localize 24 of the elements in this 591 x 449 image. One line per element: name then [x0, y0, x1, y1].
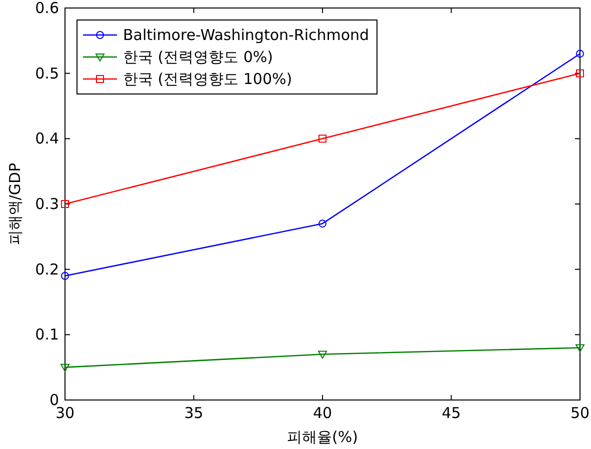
point [318, 350, 327, 359]
y-tick-label: 0.2 [35, 260, 59, 278]
y-tick-label: 0.4 [35, 130, 59, 148]
x-tick-label: 40 [312, 404, 332, 422]
legend-label: Baltimore-Washington-Richmond [123, 26, 370, 44]
x-axis-title: 피해율(%) [287, 428, 358, 446]
y-tick-label: 0.6 [35, 0, 59, 17]
legend-label: 한국 (전력영향도 0%) [123, 48, 274, 66]
point [576, 344, 584, 352]
y-axis-title: 피해액/GDP [6, 162, 24, 246]
legend-label: 한국 (전력영향도 100%) [123, 70, 292, 88]
point [576, 50, 584, 58]
point [61, 272, 69, 280]
y-tick-label: 0.3 [35, 195, 59, 213]
y-tick-label: 0.1 [35, 326, 59, 344]
x-tick-label: 45 [442, 404, 461, 422]
point [61, 200, 69, 208]
y-tick-label: 0.5 [35, 64, 59, 82]
point [318, 220, 326, 228]
point [576, 69, 584, 78]
x-tick-label: 50 [570, 404, 590, 422]
point [318, 134, 326, 143]
point [60, 364, 70, 372]
x-tick-label: 35 [184, 404, 204, 422]
